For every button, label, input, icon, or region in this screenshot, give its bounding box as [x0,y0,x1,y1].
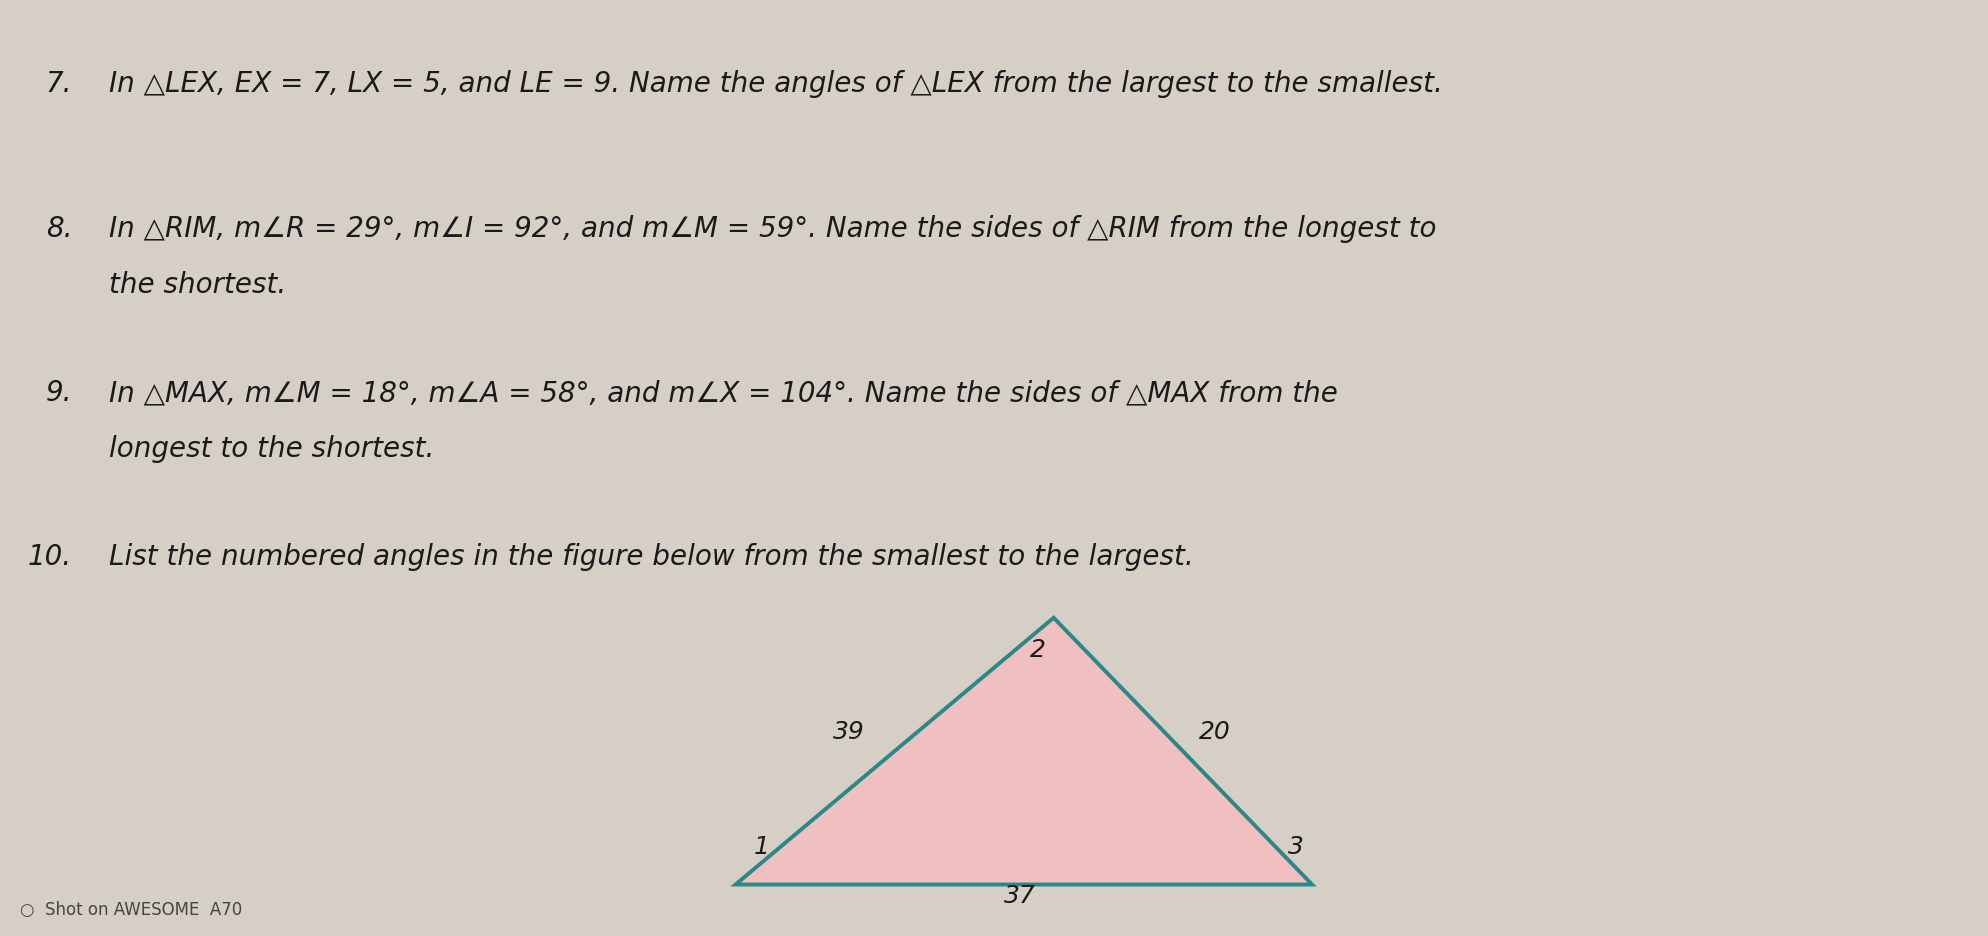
Text: In △MAX, m∠M = 18°, m∠A = 58°, and m∠X = 104°. Name the sides of △MAX from the: In △MAX, m∠M = 18°, m∠A = 58°, and m∠X =… [109,379,1338,407]
Text: 10.: 10. [28,543,72,571]
Text: 37: 37 [1004,884,1036,908]
Text: 8.: 8. [46,215,72,243]
Text: 7.: 7. [46,70,72,98]
Text: the shortest.: the shortest. [109,271,286,300]
Text: 2: 2 [1030,638,1046,663]
Text: In △RIM, m∠R = 29°, m∠I = 92°, and m∠M = 59°. Name the sides of △RIM from the lo: In △RIM, m∠R = 29°, m∠I = 92°, and m∠M =… [109,215,1437,243]
Text: 39: 39 [833,720,865,744]
Text: List the numbered angles in the figure below from the smallest to the largest.: List the numbered angles in the figure b… [109,543,1195,571]
Text: ○  Shot on AWESOME  A70: ○ Shot on AWESOME A70 [20,901,243,919]
Text: In △LEX, EX = 7, LX = 5, and LE = 9. Name the angles of △LEX from the largest to: In △LEX, EX = 7, LX = 5, and LE = 9. Nam… [109,70,1443,98]
Text: longest to the shortest.: longest to the shortest. [109,435,435,463]
Text: 20: 20 [1199,720,1231,744]
Text: 9.: 9. [46,379,72,407]
Polygon shape [736,618,1312,885]
Text: 1: 1 [753,835,769,859]
Text: 3: 3 [1288,835,1304,859]
